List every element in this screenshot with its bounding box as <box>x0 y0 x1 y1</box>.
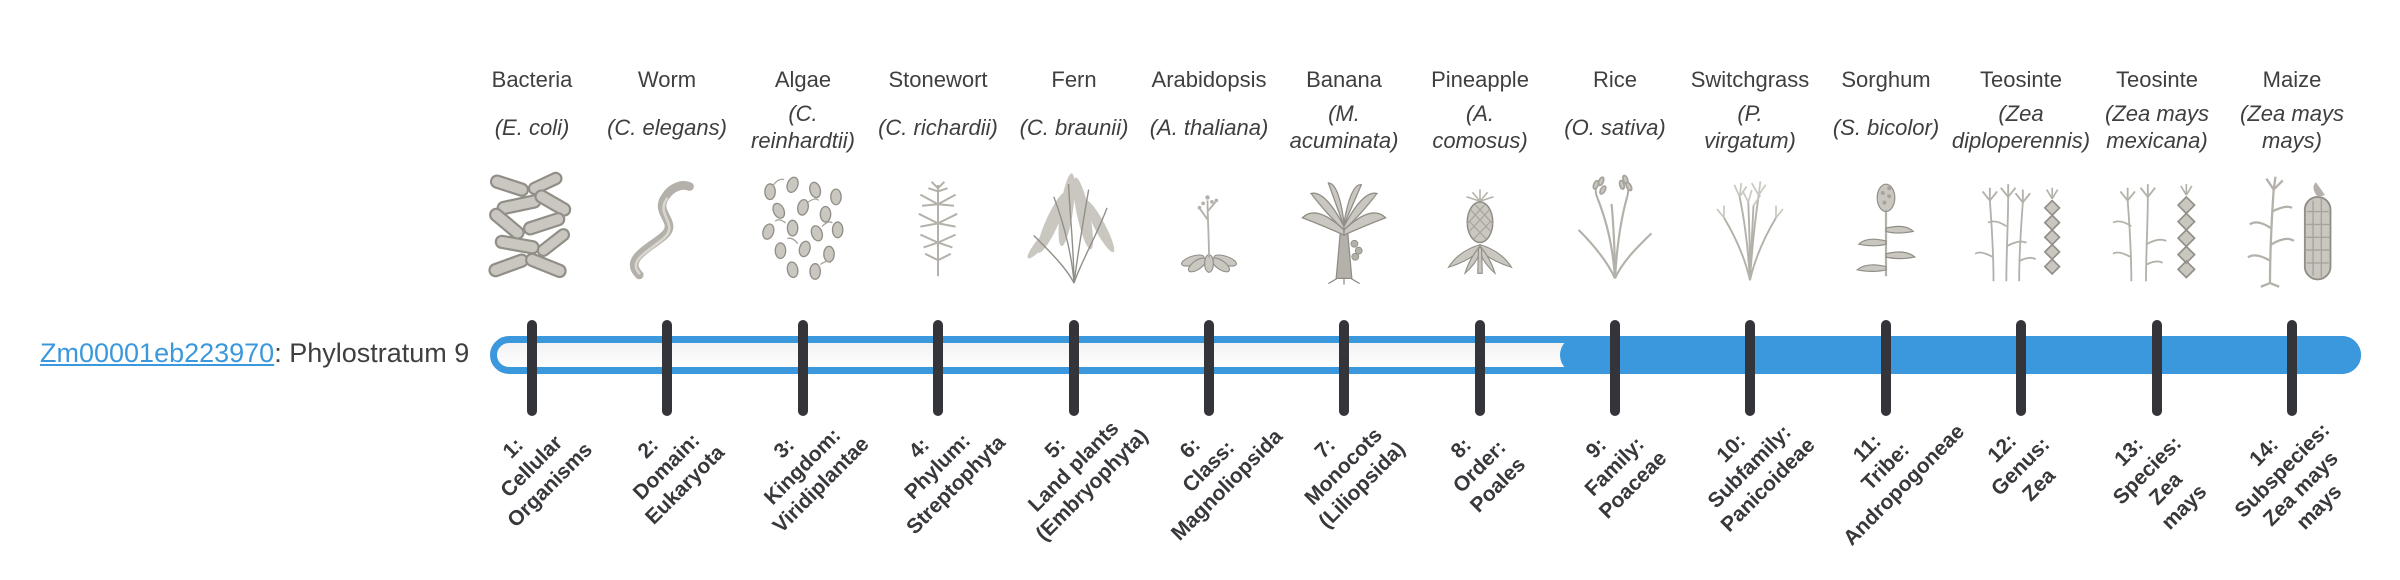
species-common-name: Stonewort <box>888 67 988 92</box>
species-common-name: Switchgrass <box>1690 67 1810 92</box>
stratum-tick <box>1339 320 1349 416</box>
bacteria-icon <box>462 162 602 290</box>
species-common-name: Bacteria <box>491 67 573 92</box>
stratum-tick <box>1069 320 1079 416</box>
pineapple-icon <box>1410 162 1550 290</box>
stonewort-icon <box>868 162 1008 290</box>
species-column: Banana (M. acuminata) <box>1274 64 1414 290</box>
stratum-tick <box>2152 320 2162 416</box>
teosinte-diplo-icon <box>1951 162 2091 290</box>
phylostratum-highlight-bar <box>1560 336 2361 374</box>
stratum-tick <box>2016 320 2026 416</box>
species-common-name: Arabidopsis <box>1151 67 1267 92</box>
switchgrass-icon <box>1680 162 1820 290</box>
species-scientific-name: (E. coli) <box>494 114 570 140</box>
species-column: Teosinte (Zea mays mexicana) <box>2087 64 2227 290</box>
species-column: Bacteria (E. coli) <box>462 64 602 290</box>
fern-icon <box>1004 162 1144 290</box>
stratum-tick <box>527 320 537 416</box>
arabidopsis-icon <box>1139 162 1279 290</box>
algae-icon <box>733 162 873 290</box>
species-scientific-name: (Zea mays mays) <box>2240 101 2344 153</box>
species-common-name: Fern <box>1051 67 1097 92</box>
stratum-label: 14: Subspecies: Zea mays mays <box>2230 418 2347 535</box>
worm-icon <box>597 162 737 290</box>
species-scientific-name: (P. virgatum) <box>1704 101 1796 153</box>
species-column: Rice (O. sativa) <box>1545 64 1685 290</box>
species-common-name: Worm <box>637 67 697 92</box>
species-column: Stonewort (C. richardii) <box>868 64 1008 290</box>
stratum-tick <box>1881 320 1891 416</box>
species-scientific-name: (C. elegans) <box>607 114 727 140</box>
species-common-name: Pineapple <box>1431 67 1529 92</box>
species-common-name: Algae <box>774 67 832 92</box>
species-scientific-name: (S. bicolor) <box>1832 114 1940 140</box>
species-scientific-name: (C. richardii) <box>878 114 998 140</box>
stratum-tick <box>1475 320 1485 416</box>
species-scientific-name: (C. reinhardtii) <box>751 101 855 153</box>
species-column: Arabidopsis (A. thaliana) <box>1139 64 1279 290</box>
species-column: Fern (C. braunii) <box>1004 64 1144 290</box>
species-column: Algae (C. reinhardtii) <box>733 64 873 290</box>
species-common-name: Banana <box>1306 67 1382 92</box>
gene-label: Zm00001eb223970: Phylostratum 9 <box>40 336 469 370</box>
species-scientific-name: (Zea mays mexicana) <box>2105 101 2209 153</box>
species-column: Teosinte (Zea diploperennis) <box>1951 64 2091 290</box>
species-common-name: Maize <box>2262 67 2322 92</box>
species-scientific-name: (M. acuminata) <box>1289 101 1399 153</box>
banana-icon <box>1274 162 1414 290</box>
stratum-tick <box>662 320 672 416</box>
stratum-tick <box>1745 320 1755 416</box>
rice-icon <box>1545 162 1685 290</box>
species-common-name: Rice <box>1592 67 1637 92</box>
teosinte-mexicana-icon <box>2087 162 2227 290</box>
sorghum-icon <box>1816 162 1956 290</box>
species-scientific-name: (A. comosus) <box>1432 101 1528 153</box>
gene-id-link[interactable]: Zm00001eb223970 <box>40 338 275 368</box>
maize-icon <box>2222 162 2362 290</box>
stratum-tick <box>1204 320 1214 416</box>
species-scientific-name: (Zea diploperennis) <box>1951 101 2091 153</box>
species-column: Sorghum (S. bicolor) <box>1816 64 1956 290</box>
species-common-name: Teosinte <box>1980 67 2062 92</box>
phylostratum-text: : Phylostratum 9 <box>274 338 470 368</box>
stratum-tick <box>2287 320 2297 416</box>
species-scientific-name: (A. thaliana) <box>1149 114 1269 140</box>
species-scientific-name: (O. sativa) <box>1564 114 1666 140</box>
species-column: Maize (Zea mays mays) <box>2222 64 2362 290</box>
species-column: Worm (C. elegans) <box>597 64 737 290</box>
species-scientific-name: (C. braunii) <box>1019 114 1129 140</box>
species-common-name: Teosinte <box>2116 67 2198 92</box>
species-common-name: Sorghum <box>1841 67 1931 92</box>
stratum-tick <box>1610 320 1620 416</box>
stratum-tick <box>933 320 943 416</box>
stratum-tick <box>798 320 808 416</box>
species-column: Pineapple (A. comosus) <box>1410 64 1550 290</box>
species-column: Switchgrass (P. virgatum) <box>1680 64 1820 290</box>
